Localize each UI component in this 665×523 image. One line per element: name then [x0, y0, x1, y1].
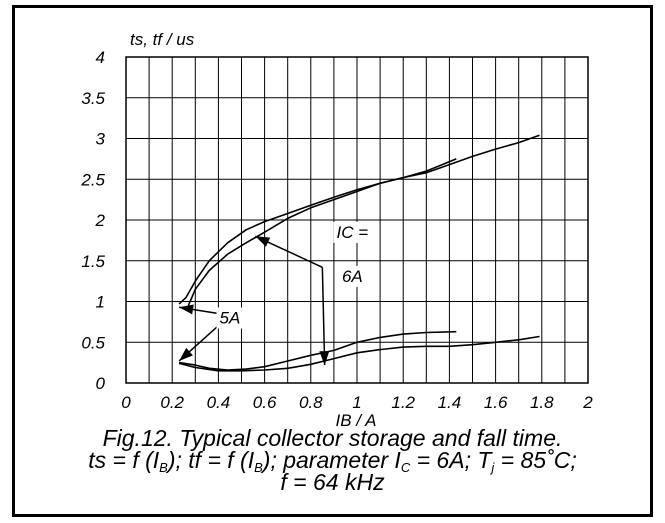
annotation-label-background [338, 265, 366, 287]
y-axis-label: ts, tf / us [130, 30, 195, 49]
annotation-arrow-head [179, 347, 193, 361]
caption-line-2: ts = f (IB); tf = f (IB); parameter IC =… [88, 447, 577, 475]
annotation-label: 5A [220, 309, 241, 328]
plot-area [125, 56, 589, 384]
series-line-2 [178, 134, 540, 305]
chart-annotations: IC = 6A 5A [216, 221, 372, 329]
y-tick-labels: 4 3.5 3 2.5 2 1.5 1 0.5 0 [80, 48, 105, 393]
x-axis-label: IB / A [336, 411, 377, 430]
y-tick-label: 4 [96, 48, 105, 67]
annotation-label-background [333, 221, 372, 243]
series-line-4 [178, 335, 540, 372]
x-tick-label: 1 [352, 393, 361, 412]
x-tick-label: 0.8 [299, 393, 323, 412]
annotation-arrow-line [321, 267, 326, 366]
y-tick-label: 3 [96, 130, 106, 149]
y-tick-label: 2.5 [80, 170, 105, 189]
chart-series [178, 134, 540, 372]
series-line-3 [178, 330, 457, 371]
annotation-label: 6A [342, 267, 363, 286]
annotation-arrow-head [179, 304, 194, 315]
figure-caption: Fig.12. Typical collector storage and fa… [12, 425, 653, 495]
y-tick-label: 1 [96, 293, 105, 312]
annotation-label: IC = [337, 223, 369, 242]
x-tick-label: 0.4 [207, 393, 231, 412]
x-tick-label: 1.2 [391, 393, 415, 412]
x-tick-label: 1.6 [484, 393, 508, 412]
annotation-arrow-head [255, 236, 271, 247]
y-tick-label: 3.5 [81, 89, 105, 108]
y-tick-label: 0 [96, 374, 106, 393]
y-tick-label: 2 [95, 211, 106, 230]
x-tick-label: 1.4 [438, 393, 462, 412]
annotation-arrow-head [319, 350, 330, 366]
x-tick-label: 0 [121, 393, 131, 412]
annotation-label-background [216, 307, 244, 329]
caption-line-1: Fig.12. Typical collector storage and fa… [102, 425, 563, 451]
x-tick-label: 2 [582, 393, 593, 412]
x-tick-label: 0.2 [160, 393, 184, 412]
chart-grid [126, 57, 588, 383]
y-tick-label: 1.5 [81, 252, 105, 271]
x-tick-labels: 0 0.2 0.4 0.6 0.8 1 1.2 1.4 1.6 1.8 2 [121, 393, 593, 412]
y-tick-label: 0.5 [81, 333, 105, 352]
chart-arrows [178, 235, 330, 366]
x-tick-label: 1.8 [530, 393, 554, 412]
caption-line-3: f = 64 kHz [280, 469, 385, 495]
x-tick-label: 0.6 [253, 393, 277, 412]
